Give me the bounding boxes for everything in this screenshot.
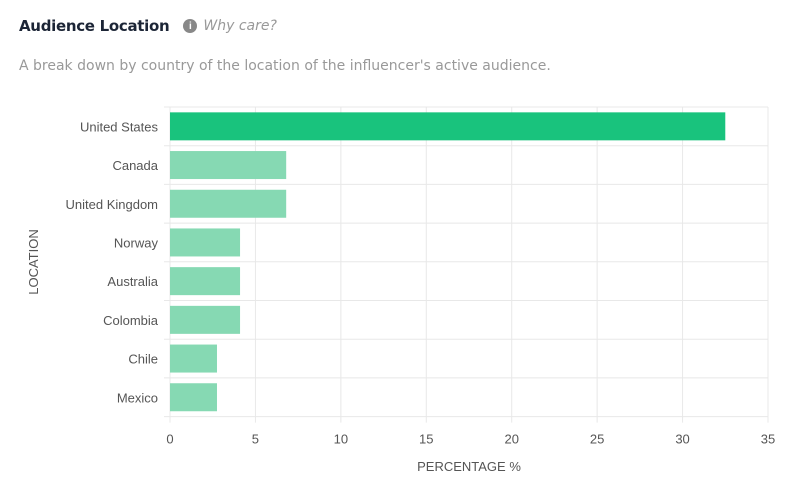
y-tick-label: Canada bbox=[112, 158, 158, 173]
x-tick-label: 5 bbox=[252, 432, 259, 447]
x-tick-label: 30 bbox=[675, 432, 689, 447]
y-tick-label: Colombia bbox=[103, 313, 159, 328]
bar-canada[interactable] bbox=[170, 151, 287, 180]
x-tick-label: 35 bbox=[761, 432, 775, 447]
y-tick-label: Australia bbox=[107, 274, 158, 289]
x-tick-label: 0 bbox=[166, 432, 173, 447]
x-axis-label: PERCENTAGE % bbox=[417, 459, 521, 474]
chart-title: Audience Location bbox=[19, 17, 170, 35]
x-tick-label: 10 bbox=[334, 432, 348, 447]
y-tick-label: Norway bbox=[114, 235, 159, 250]
bar-united-states[interactable] bbox=[170, 112, 726, 141]
y-tick-label: United Kingdom bbox=[66, 197, 159, 212]
y-axis-label: LOCATION bbox=[26, 229, 41, 295]
why-care-link[interactable]: Why care? bbox=[203, 18, 277, 34]
chart-subtitle: A break down by country of the location … bbox=[19, 58, 551, 74]
bar-norway[interactable] bbox=[170, 228, 241, 257]
y-tick-label: Chile bbox=[128, 352, 158, 367]
chart-header: Audience Location i Why care? bbox=[19, 17, 277, 35]
x-tick-label: 15 bbox=[419, 432, 433, 447]
bar-united-kingdom[interactable] bbox=[170, 189, 287, 218]
x-tick-label: 25 bbox=[590, 432, 604, 447]
bar-chile[interactable] bbox=[170, 344, 217, 373]
info-circle-icon[interactable]: i bbox=[183, 19, 198, 33]
y-tick-label: Mexico bbox=[117, 390, 158, 405]
bar-colombia[interactable] bbox=[170, 305, 241, 334]
bar-mexico[interactable] bbox=[170, 383, 217, 412]
y-tick-label: United States bbox=[80, 119, 159, 134]
x-tick-label: 20 bbox=[504, 432, 518, 447]
bar-australia[interactable] bbox=[170, 267, 241, 296]
